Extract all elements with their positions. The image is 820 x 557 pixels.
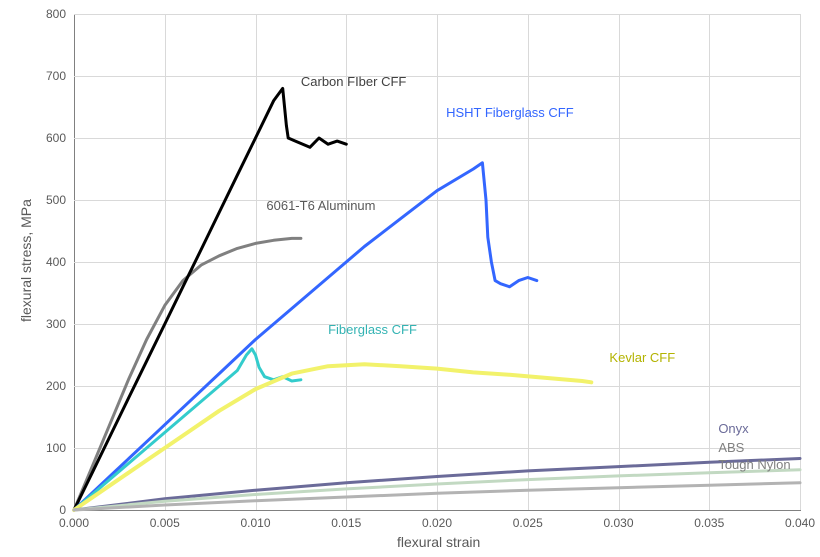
series-label: Fiberglass CFF (328, 322, 417, 337)
gridline-vertical (256, 14, 257, 510)
x-tick-label: 0.030 (594, 516, 644, 530)
gridline-vertical (709, 14, 710, 510)
y-tick-label: 600 (26, 131, 66, 145)
gridline-vertical (165, 14, 166, 510)
gridline-vertical (619, 14, 620, 510)
x-tick-label: 0.025 (503, 516, 553, 530)
x-tick-label: 0.040 (775, 516, 820, 530)
gridline-vertical (437, 14, 438, 510)
x-tick-label: 0.010 (231, 516, 281, 530)
y-tick-label: 800 (26, 7, 66, 21)
y-tick-label: 100 (26, 441, 66, 455)
series-label: Tough Nylon (718, 457, 790, 472)
y-tick-label: 0 (26, 503, 66, 517)
x-tick-label: 0.000 (49, 516, 99, 530)
gridline-vertical (528, 14, 529, 510)
series-label: HSHT Fiberglass CFF (446, 105, 574, 120)
x-tick-label: 0.035 (684, 516, 734, 530)
series-label: Carbon FIber CFF (301, 74, 406, 89)
y-tick-label: 700 (26, 69, 66, 83)
x-tick-label: 0.020 (412, 516, 462, 530)
flexural-stress-strain-chart: 01002003004005006007008000.0000.0050.010… (0, 0, 820, 557)
gridline-vertical (800, 14, 801, 510)
series-label: Kevlar CFF (609, 350, 675, 365)
x-tick-label: 0.005 (140, 516, 190, 530)
series-label: 6061-T6 Aluminum (266, 198, 375, 213)
series-label: Onyx (718, 421, 748, 436)
series-label: ABS (718, 440, 744, 455)
y-tick-label: 200 (26, 379, 66, 393)
x-axis-title: flexural strain (397, 534, 480, 550)
x-tick-label: 0.015 (321, 516, 371, 530)
y-axis-title: flexural stress, MPa (18, 199, 34, 322)
